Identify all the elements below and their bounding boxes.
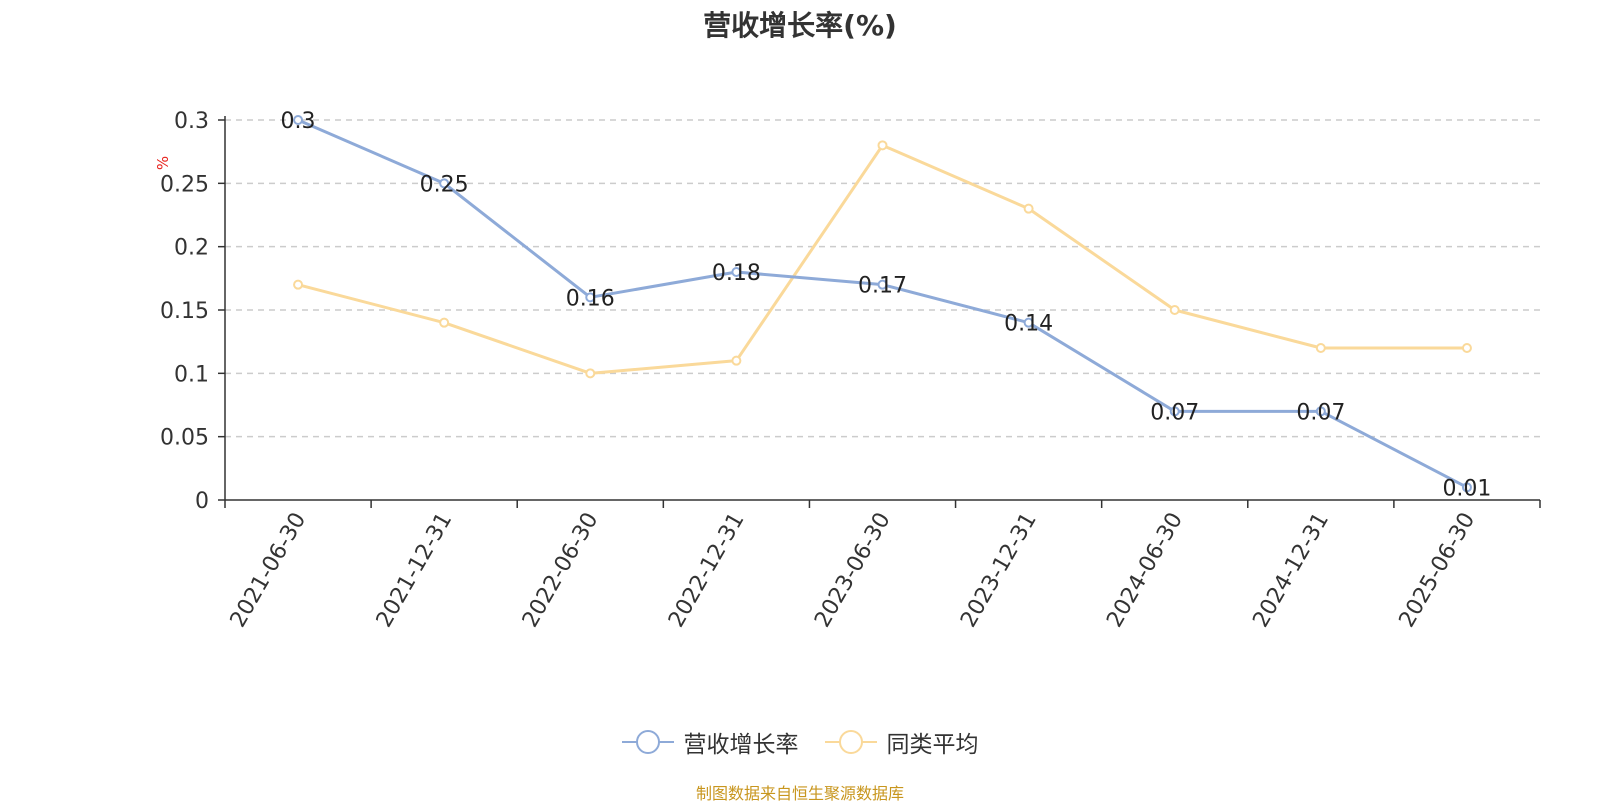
data-point-1	[293, 279, 304, 290]
legend: 营收增长率 同类平均	[0, 722, 1600, 762]
data-point-1	[1023, 203, 1034, 214]
x-tick-label: 2021-12-31	[372, 508, 458, 631]
x-tick-label: 2024-06-30	[1102, 509, 1188, 632]
data-point-0	[731, 267, 742, 277]
x-tick-label: 2022-06-30	[518, 509, 604, 632]
data-point-1	[1461, 343, 1472, 353]
x-tick-label: 2021-06-30	[226, 509, 312, 632]
data-label: 0.18	[712, 261, 761, 286]
data-point-1	[585, 368, 596, 379]
data-label: 0.17	[858, 274, 907, 299]
x-tick-label: 2022-12-31	[664, 509, 750, 632]
y-tick-label: 0.2	[174, 236, 209, 261]
data-label: 0.01	[1442, 476, 1491, 501]
data-point-1	[1315, 343, 1326, 353]
data-point-0	[1023, 317, 1034, 328]
series-line-1	[297, 143, 1467, 375]
data-label: 0.07	[1296, 400, 1345, 425]
legend-revenue-growth-icon	[621, 730, 674, 754]
data-point-0	[585, 292, 596, 303]
data-point-1	[1169, 305, 1180, 315]
axes: 0 0.05 0.1 0.15 0.2 0.25 0.3% 2021-06-30 2021-12…	[154, 109, 1541, 632]
legend-label-revenue-growth: 营收增长率	[683, 732, 799, 758]
data-point-0	[877, 279, 888, 290]
y-tick-label: 0	[195, 489, 209, 514]
x-tick-label: 2023-12-31	[956, 509, 1042, 632]
y-tick-label: 0.05	[160, 426, 209, 451]
legend-peer-average-icon	[824, 730, 877, 754]
data-label: 0.07	[1150, 400, 1199, 425]
legend-item-peer-average[interactable]: 同类平均	[824, 725, 979, 759]
chart-title: 营收增长率(%)	[703, 9, 897, 42]
data-point-0	[1315, 406, 1326, 417]
source-footnote: 制图数据来自恒生聚源数据库	[695, 784, 904, 803]
data-point-0	[293, 115, 304, 125]
legend-label-peer-average: 同类平均	[886, 732, 979, 758]
data-labels: 0.3 0.25 0.16 0.18 0.17 0.14 0.07 0.07 0.01	[281, 109, 1492, 501]
x-tick-label: 2024-12-31	[1248, 509, 1334, 632]
y-tick-label: 0.3	[174, 109, 209, 134]
legend-item-revenue-growth[interactable]: 营收增长率	[621, 725, 799, 759]
data-point-1	[439, 317, 450, 328]
data-point-1	[877, 140, 888, 151]
series-line-0	[297, 118, 1468, 489]
data-point-1	[731, 355, 742, 366]
data-point-0	[1169, 406, 1180, 417]
data-label: 0.3	[281, 109, 316, 134]
y-tick-label: 0.25	[160, 172, 209, 197]
y-tick-label: 0.1	[174, 362, 209, 387]
data-label: 0.25	[420, 172, 469, 197]
y-tick-label: 0.15	[160, 299, 209, 324]
y-axis-label: %	[154, 156, 172, 170]
data-point-0	[439, 178, 450, 189]
x-tick-label: 2023-06-30	[810, 509, 896, 632]
data-point-0	[1461, 482, 1472, 493]
series-lines	[293, 115, 1472, 493]
x-tick-label: 2025-06-30	[1395, 509, 1481, 632]
data-label: 0.14	[1004, 312, 1053, 337]
data-label: 0.16	[566, 286, 615, 311]
